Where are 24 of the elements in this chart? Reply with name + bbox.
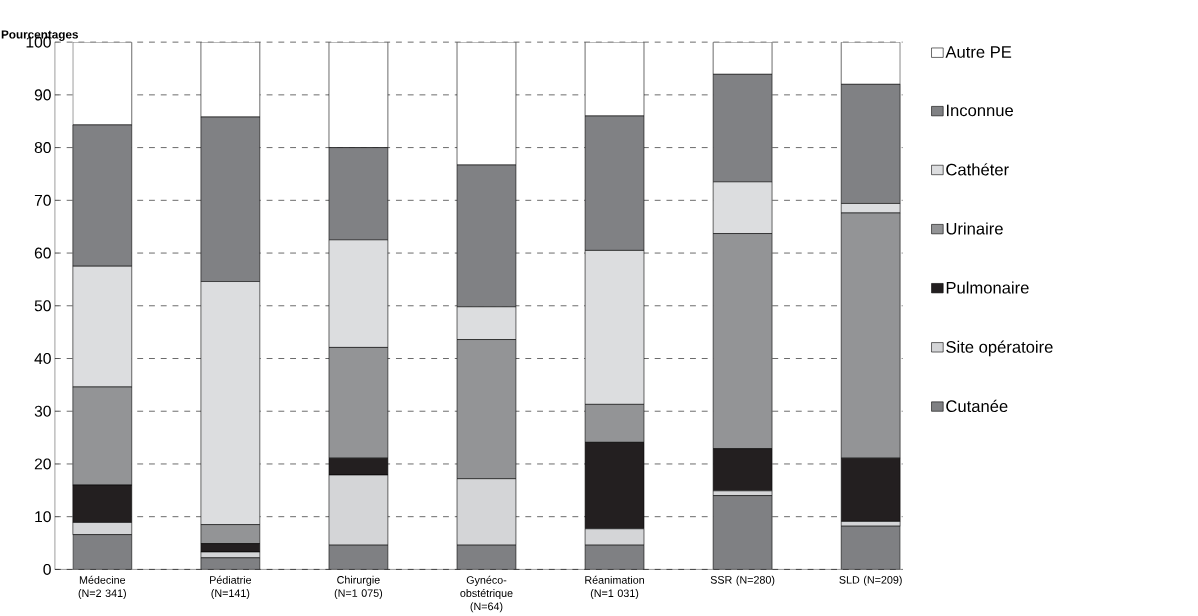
x-tick-label: Chirurgie (N=1 075): [334, 576, 383, 600]
legend-label: Cutanée: [946, 399, 1008, 413]
y-tick-label: 0: [43, 564, 51, 576]
legend-label: Site opératoire: [946, 340, 1053, 357]
x-tick-label: Pédiatrie (N=141): [210, 576, 252, 600]
y-tick-label: 10: [35, 511, 51, 523]
legend-label: Pulmonaire: [946, 281, 1029, 294]
y-tick-label: 60: [34, 247, 51, 259]
x-tick-label: Réanimation (N=1 031): [585, 576, 644, 600]
y-tick-label: 70: [34, 195, 51, 207]
legend-label: Inconnue: [946, 104, 1013, 117]
x-tick-label: SSR (N=280): [710, 576, 775, 587]
y-tick-label: 30: [34, 405, 51, 417]
x-tick-label: SLD (N=209): [839, 576, 902, 587]
x-tick-label: Gynéco-obstétrique (N=64): [460, 576, 513, 613]
legend-label: Autre PE: [945, 46, 1012, 59]
x-tick-label: Médecine (N=2 341): [78, 576, 126, 600]
y-tick-label: 40: [34, 353, 51, 365]
y-tick-label: 50: [34, 300, 51, 312]
y-tick-label: 90: [34, 89, 51, 101]
y-tick-label: 80: [34, 142, 51, 154]
y-tick-label: 20: [34, 458, 51, 470]
legend-label: Urinaire: [946, 222, 1003, 235]
legend-label: Cathéter: [946, 163, 1009, 176]
